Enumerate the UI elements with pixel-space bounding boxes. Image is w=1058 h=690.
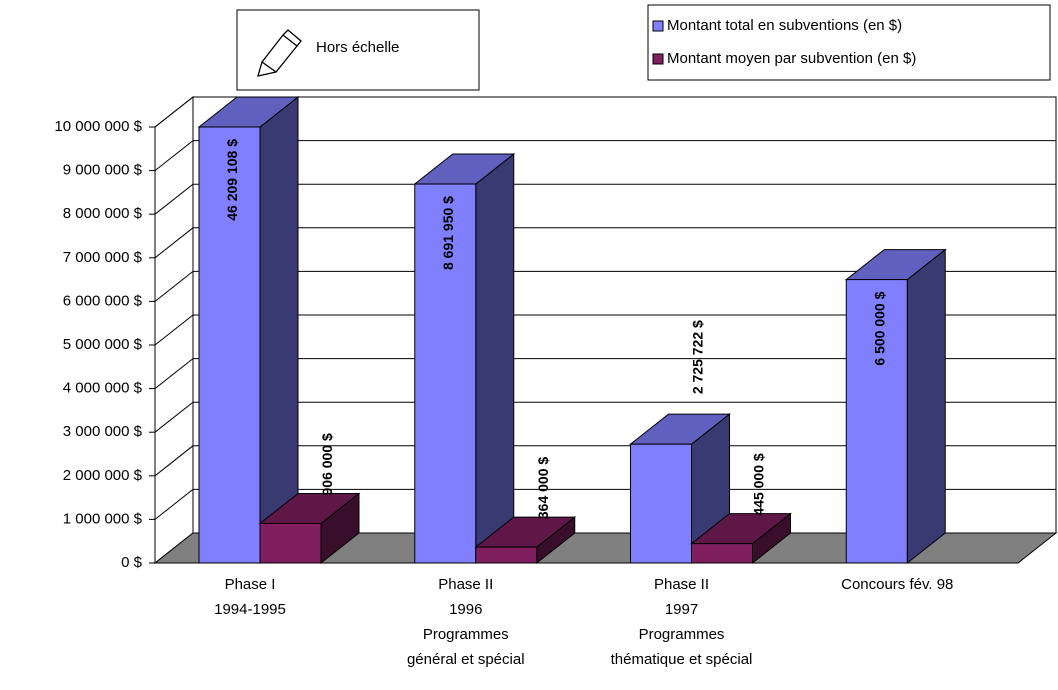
y-tick-label: 9 000 000 $ [63,162,143,179]
grid-line [154,183,1056,215]
grid-line [154,96,1056,128]
legend-label: Montant moyen par subvention (en $) [667,50,916,67]
value-label: 364 000 $ [535,457,551,519]
bar-front [475,546,538,564]
value-label: 906 000 $ [319,433,335,495]
pencil-icon [257,29,302,77]
bar [690,512,792,565]
bar [413,152,516,565]
bar-front [630,443,692,564]
x-tick-label: Programmes [423,626,509,643]
bar [258,492,361,565]
annotation: Hors échelle [316,39,399,56]
legend-box [647,4,1051,81]
y-tick-label: 3 000 000 $ [63,423,143,440]
y-tick-label: 1 000 000 $ [63,510,143,527]
y-tick-label: 0 $ [121,554,143,571]
y-tick-label: 7 000 000 $ [63,249,143,266]
bar-side [259,95,299,565]
y-tick-label: 4 000 000 $ [63,380,143,397]
x-tick-label: Phase I [225,576,276,593]
value-label: 46 209 108 $ [224,139,240,221]
x-tick-label: Phase II [438,576,493,593]
grid-line [154,401,1056,433]
y-tick-label: 8 000 000 $ [63,205,143,222]
value-label: 6 500 000 $ [871,291,887,365]
grid-line [154,488,1056,520]
bar-front [691,543,753,564]
x-tick-label: thématique et spécial [611,651,753,668]
y-tick-label: 10 000 000 $ [54,118,142,135]
bar-front [259,522,322,564]
y-tick-label: 6 000 000 $ [63,292,143,309]
bar-front [845,279,908,564]
value-label: 2 725 722 $ [690,320,706,394]
grid-line [154,227,1056,259]
bar-side [475,152,515,565]
y-tick-label: 5 000 000 $ [63,336,143,353]
legend-swatch [652,20,664,32]
bar [197,95,300,565]
grid-line [154,270,1056,302]
bar [474,516,577,565]
bar-side [906,248,946,565]
grid-line [154,140,1056,171]
x-tick-label: 1997 [665,601,698,618]
value-label: 445 000 $ [751,453,767,515]
value-label: 8 691 950 $ [440,196,456,270]
grid-line [154,445,1056,477]
bar-front [414,183,477,564]
y-tick-label: 2 000 000 $ [63,467,143,484]
legend-swatch [652,53,664,65]
bar [844,248,947,565]
x-tick-label: Concours fév. 98 [841,576,953,593]
x-tick-label: 1994-1995 [214,601,286,618]
annotation-box [236,9,480,91]
grid-line [154,358,1056,389]
bar-front [198,126,261,564]
x-tick-label: Programmes [639,626,725,643]
legend-label: Montant total en subventions (en $) [667,17,902,34]
x-tick-label: Phase II [654,576,709,593]
grid-line [154,314,1056,346]
x-tick-label: 1996 [449,601,482,618]
x-tick-label: général et spécial [407,651,525,668]
